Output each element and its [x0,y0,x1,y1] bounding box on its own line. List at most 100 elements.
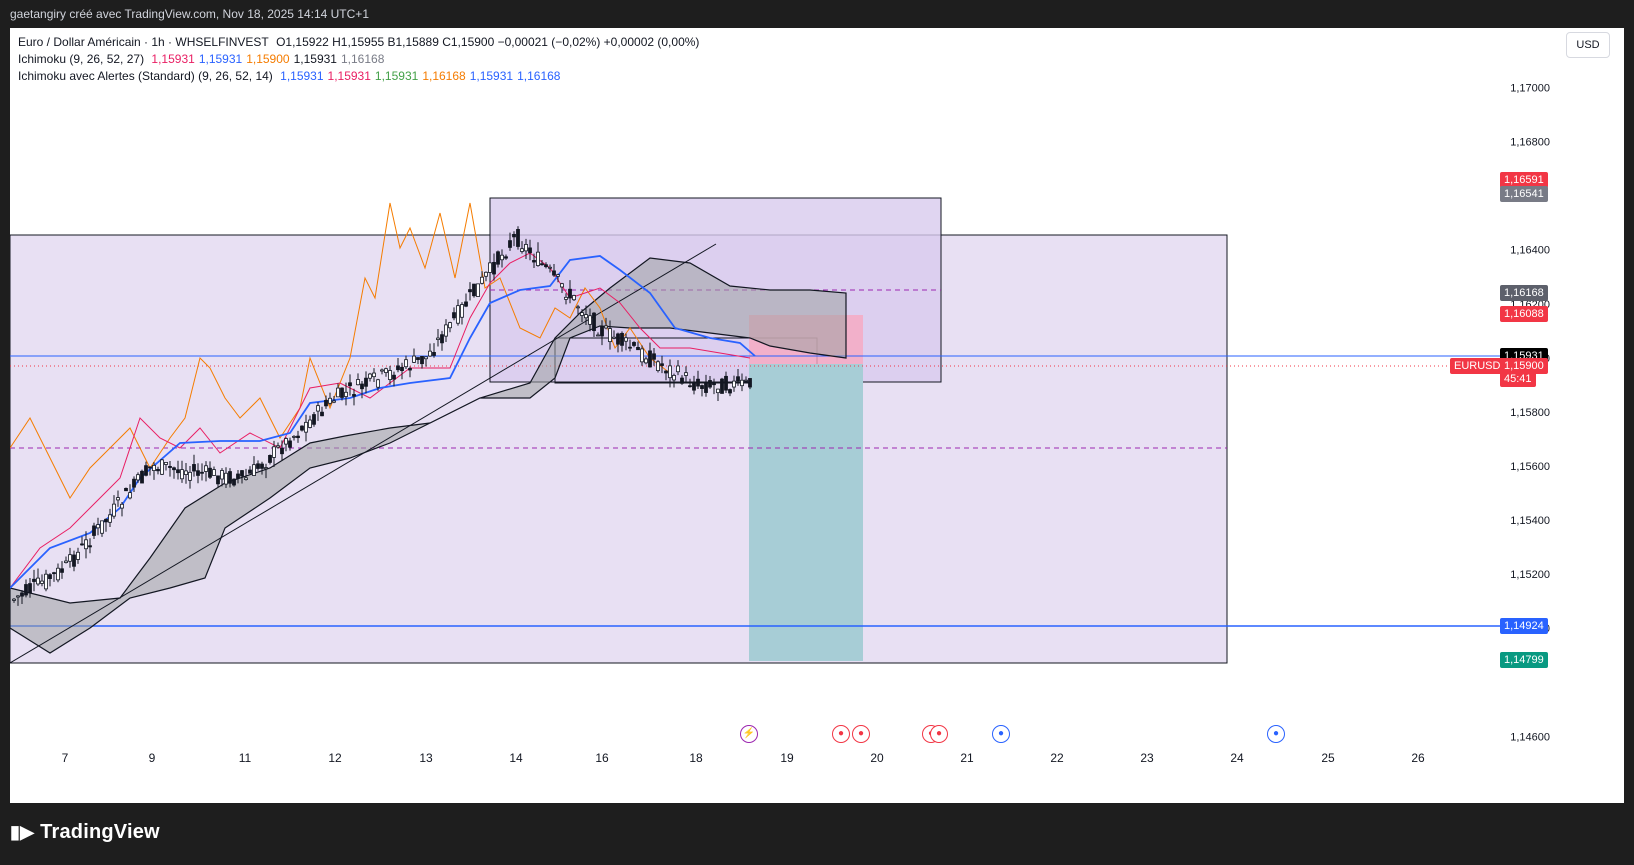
candle-body [56,567,60,581]
candle-body [580,312,584,316]
legend-ichimoku-name: Ichimoku (9, 26, 52, 27) [18,52,145,66]
candle-body [516,229,520,247]
candle-body [640,348,644,363]
y-axis-tick-label: 1,17000 [1510,82,1550,94]
chart-legend: Euro / Dollar Américain · 1h · WHSELFINV… [18,34,703,85]
candle-body [368,373,372,379]
chart-canvas[interactable]: 1,170001,168001,164001,162001,160001,158… [10,28,1624,803]
candle-body [344,391,348,397]
us-flag-event-icon[interactable]: ● [832,725,850,743]
candle-body [656,361,660,372]
candle-body [160,459,164,475]
candle-body [668,365,672,379]
candle-body [236,473,240,479]
candle-body [372,372,376,378]
x-axis-tick-label: 24 [1230,751,1244,765]
candle-body [404,359,408,368]
legend-ichimoku-alerts-row[interactable]: Ichimoku avec Alertes (Standard) (9, 26,… [18,68,703,85]
candle-body [308,419,312,428]
candle-body [176,469,180,474]
candle-body [676,365,680,373]
candle-body [728,389,732,394]
candle-body [568,288,572,299]
legend-ichimoku-row[interactable]: Ichimoku (9, 26, 52, 27) 1,15931 1,15931 1… [18,51,703,68]
candle-body [340,387,344,398]
tradingview-logo-icon: ▮▶ [10,822,35,842]
x-axis-tick-label: 7 [62,751,69,765]
price-tag-senkou: 1,16168 [1500,285,1548,301]
candle-body [164,461,168,465]
candle-body [324,399,328,407]
x-axis-tick-label: 12 [328,751,342,765]
candle-body [520,248,524,252]
candle-body [304,421,308,433]
candle-body [628,346,632,349]
legend-symbol-row[interactable]: Euro / Dollar Américain · 1h · WHSELFINV… [18,34,703,51]
candle-body [512,233,516,238]
candle-body [264,467,268,470]
candle-body [724,375,728,391]
lightning-event-icon[interactable]: ⚡ [740,725,758,743]
legend-symbol: Euro / Dollar Américain · 1h · WHSELFINV… [18,35,269,49]
x-axis-tick-label: 20 [870,751,884,765]
price-tag-last: 1,15900 [1500,358,1548,374]
candle-body [484,271,488,277]
candle-body [684,372,688,376]
candle-body [36,577,40,585]
candle-body [260,463,264,469]
eu-flag-event-icon[interactable]: ● [992,725,1010,743]
chart-frame[interactable]: 1,170001,168001,164001,162001,160001,158… [10,28,1624,803]
candle-body [300,425,304,431]
countdown-tag: 45:41 [1500,371,1536,387]
candle-body [600,326,604,337]
y-axis-tick-label: 1,15600 [1510,461,1550,473]
candle-body [712,382,716,386]
candle-body [428,350,432,357]
candle-body [184,470,188,475]
candle-body [692,383,696,391]
candle-body [652,353,656,360]
candle-body [488,262,492,273]
legend-ichimoku-alerts-name: Ichimoku avec Alertes (Standard) (9, 26,… [18,69,273,83]
candle-body [528,247,532,254]
candle-body [708,380,712,388]
tradingview-logo[interactable]: ▮▶ TradingView [10,821,160,844]
candle-body [220,470,224,480]
candle-body [564,296,568,300]
candle-body [352,394,356,397]
currency-button[interactable]: USD [1566,32,1610,58]
candle-body [576,306,580,309]
candle-body [16,595,20,598]
x-axis-tick-label: 21 [960,751,974,765]
y-axis-tick-label: 1,15400 [1510,515,1550,527]
candle-body [288,440,292,448]
candle-body [228,471,232,484]
candle-body [524,244,528,252]
candle-body [424,356,428,360]
ichimoku-alerts-value: 1,15931 [280,69,324,83]
candle-body [592,312,596,332]
candle-body [128,492,132,499]
candle-body [120,503,124,509]
candle-body [168,466,172,468]
candle-body [532,260,536,263]
candle-body [716,388,720,394]
candle-body [144,465,148,476]
candle-body [632,342,636,346]
candle-body [68,554,72,562]
candle-body [688,385,692,388]
candle-body [392,374,396,380]
candle-body [736,376,740,382]
ichimoku-value: 1,15931 [293,52,337,66]
candle-body [660,363,664,366]
candle-body [88,545,92,548]
header-text: gaetangiry créé avec TradingView.com, No… [10,7,369,21]
us-flag-event-icon[interactable]: ● [930,725,948,743]
candle-body [420,355,424,365]
candle-body [40,580,44,584]
eu-flag-event-icon[interactable]: ● [1267,725,1285,743]
brand-name: TradingView [40,821,160,843]
candle-body [232,478,236,486]
us-flag-event-icon[interactable]: ● [852,725,870,743]
candle-body [560,283,564,288]
